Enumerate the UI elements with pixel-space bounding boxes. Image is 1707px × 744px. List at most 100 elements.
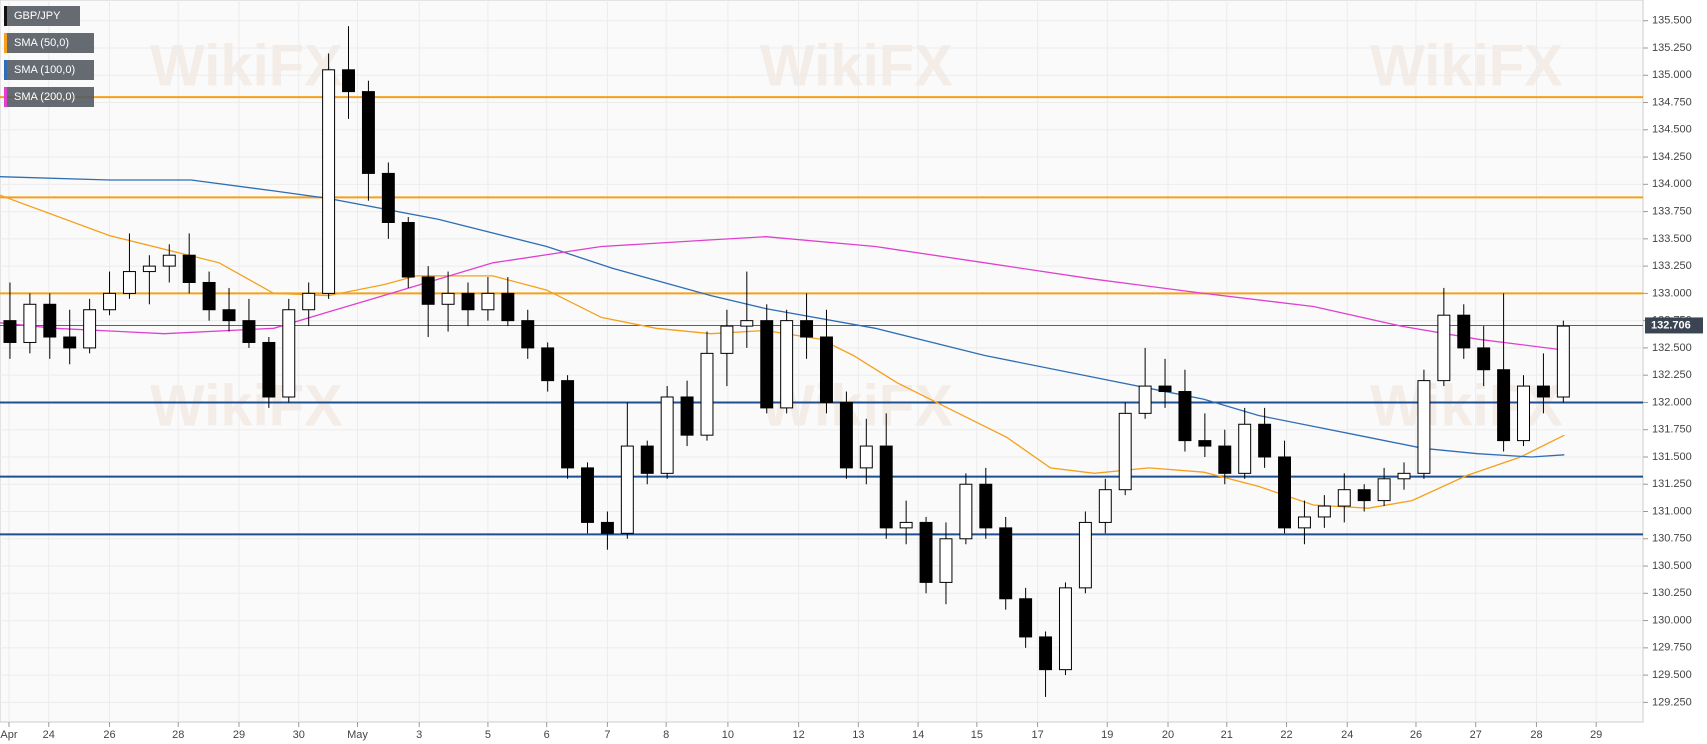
candle-body [1098,489,1112,523]
y-tick-label: 131.250 [1652,478,1692,490]
x-tick-label: 5 [485,729,491,741]
legend-swatch [4,60,7,80]
sma-line [0,176,1565,458]
candle-body [342,69,355,93]
candle-body [581,467,594,523]
candle-body [142,265,156,273]
legend-box [4,60,94,80]
candle-body [919,521,933,583]
candle-body [1019,598,1033,638]
y-tick-label: 129.250 [1652,696,1692,708]
candle-body [1297,516,1311,529]
candle-body [302,292,316,311]
candle-body [1158,385,1172,393]
candle-body [1198,440,1212,447]
candle-body [401,221,415,278]
y-tick-label: 134.500 [1652,124,1692,136]
candle-body [242,320,256,343]
candle-body [103,292,117,311]
x-tick-label: 12 [792,729,804,741]
candle-body [122,271,136,294]
x-tick-label: 3 [416,729,422,741]
candle-body [381,172,395,223]
candle-body [1138,385,1152,414]
legend-label: SMA (100,0) [14,64,75,76]
candle-body [820,336,833,403]
y-tick-label: 133.250 [1652,260,1692,272]
y-tick-label: 130.000 [1652,614,1692,626]
candle-body [83,309,97,349]
candle-body [202,281,216,311]
y-tick-label: 134.000 [1652,178,1692,190]
candle-body [262,341,276,398]
candle-body [1357,489,1371,502]
candle-body [1058,587,1072,671]
candle-body [1337,489,1351,507]
y-tick-label: 132.000 [1652,396,1692,408]
y-tick-label: 133.000 [1652,287,1692,299]
y-tick-label: 132.500 [1652,342,1692,354]
candle-body [441,292,455,305]
candle-body [162,254,176,267]
candle-body [760,320,774,409]
legend-label: GBP/JPY [14,10,61,22]
y-tick-label: 130.750 [1652,533,1692,545]
y-tick-label: 133.750 [1652,205,1692,217]
candle-body [1178,391,1192,442]
x-tick-label: 27 [1470,729,1482,741]
y-tick-label: 134.750 [1652,96,1692,108]
candle-body [1377,478,1391,502]
candle-body [1497,369,1511,442]
x-tick-label: 10 [722,729,734,741]
candle-body [859,445,873,469]
candle-body [521,320,535,349]
x-tick-label: 29 [1590,729,1602,741]
watermark: WikiFX [760,33,953,98]
legend-label: SMA (200,0) [14,91,75,103]
y-tick-label: 129.750 [1652,642,1692,654]
watermark: WikiFX [150,33,343,98]
x-tick-label: 30 [293,729,305,741]
y-tick-label: 133.500 [1652,233,1692,245]
x-tick-label: Apr [0,729,17,741]
candle-body [720,325,734,354]
y-tick-label: 135.250 [1652,42,1692,54]
candle-body [1556,325,1570,398]
candle-body [1397,472,1411,480]
candle-body [680,396,694,436]
watermark: WikiFX [1370,33,1563,98]
y-tick-label: 135.000 [1652,69,1692,81]
candle-body [999,527,1013,600]
x-tick-label: 28 [1530,729,1542,741]
x-tick-label: May [347,729,368,741]
candle-body [421,276,435,305]
sma-line [0,194,1565,509]
x-tick-label: 29 [233,729,245,741]
candle-body [1477,347,1491,371]
candle-body [1517,385,1530,442]
candle-body [800,320,814,338]
candle-body [979,483,993,529]
watermark: WikiFX [1370,373,1563,438]
x-tick-label: 8 [663,729,669,741]
candle-body [3,320,17,343]
legend-label: SMA (50,0) [14,37,69,49]
candle-body [700,352,714,436]
candle-body [1278,456,1292,529]
candle-body [501,292,515,322]
x-tick-label: 14 [912,729,924,741]
y-tick-label: 131.750 [1652,424,1692,436]
candle-body [899,521,913,529]
y-tick-label: 135.500 [1652,15,1692,27]
x-tick-label: 20 [1162,729,1174,741]
x-tick-label: 17 [1031,729,1043,741]
candle-body [879,445,893,529]
legend-box [4,33,94,53]
legend-box [4,6,80,26]
candle-body [1238,423,1252,474]
candle-body [361,91,375,174]
y-tick-label: 131.500 [1652,451,1692,463]
x-tick-label: 24 [43,729,55,741]
candle-body [740,320,754,327]
